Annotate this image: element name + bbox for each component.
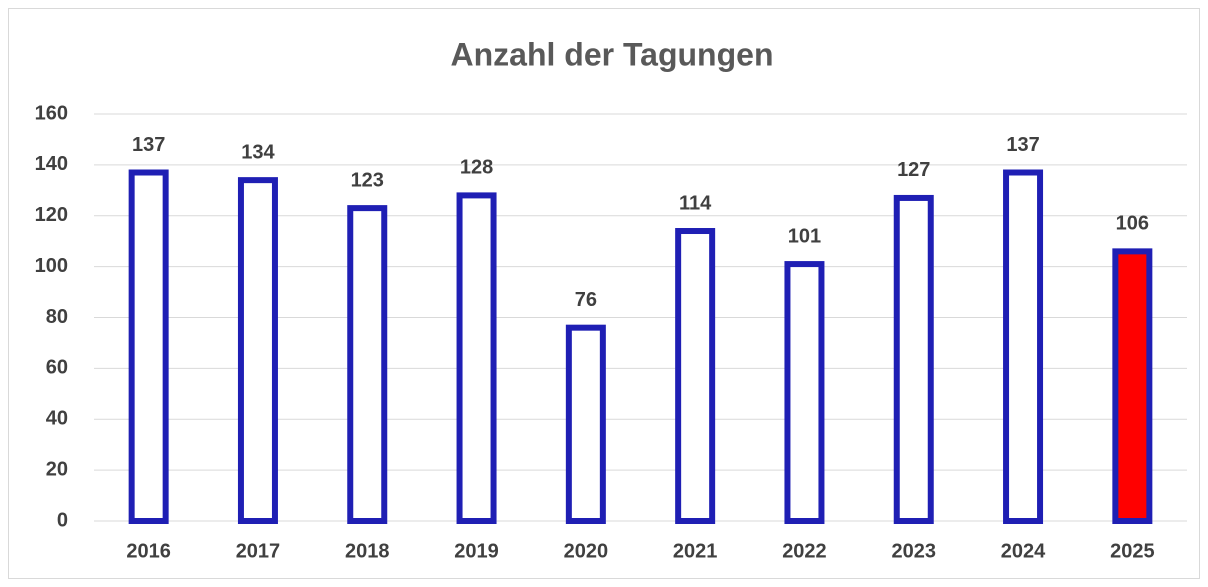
y-tick-label: 80	[46, 306, 68, 328]
y-tick-label: 40	[46, 408, 68, 430]
x-tick-label: 2025	[1110, 540, 1155, 562]
y-tick-label: 120	[35, 204, 68, 226]
y-tick-label: 0	[57, 509, 68, 531]
data-label: 137	[1006, 134, 1039, 156]
x-tick-label: 2022	[782, 540, 827, 562]
data-label: 106	[1116, 213, 1149, 235]
x-tick-label: 2018	[345, 540, 390, 562]
bar	[675, 228, 716, 524]
y-tick-label: 160	[35, 102, 68, 124]
data-label: 134	[241, 141, 275, 163]
bar	[237, 177, 278, 524]
bar	[347, 205, 388, 524]
bar	[893, 194, 934, 524]
data-label: 101	[788, 225, 821, 247]
x-tick-label: 2021	[673, 540, 718, 562]
x-tick-label: 2016	[126, 540, 171, 562]
y-tick-label: 140	[35, 153, 68, 175]
bar	[565, 324, 606, 524]
data-label: 137	[132, 134, 165, 156]
data-label: 76	[575, 289, 597, 311]
bar	[784, 261, 825, 524]
bar	[1112, 248, 1153, 525]
chart-title: Anzahl der Tagungen	[451, 36, 774, 72]
x-tick-label: 2020	[564, 540, 609, 562]
data-label: 123	[351, 169, 384, 191]
bar	[1003, 169, 1044, 524]
y-tick-label: 20	[46, 458, 68, 480]
x-tick-label: 2019	[454, 540, 499, 562]
data-label: 114	[679, 192, 712, 214]
y-tick-label: 100	[35, 255, 68, 277]
x-tick-label: 2023	[892, 540, 937, 562]
x-tick-label: 2024	[1001, 540, 1046, 562]
bar	[128, 169, 169, 524]
y-tick-label: 60	[46, 357, 68, 379]
x-tick-label: 2017	[236, 540, 281, 562]
data-label: 127	[897, 159, 930, 181]
data-label: 128	[460, 157, 493, 179]
bar	[456, 192, 497, 524]
